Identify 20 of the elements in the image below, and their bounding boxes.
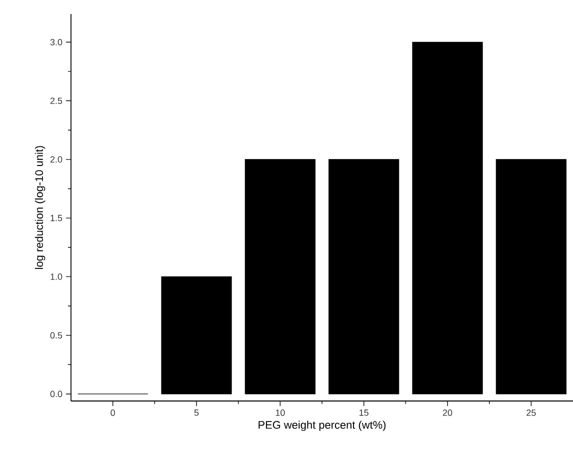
bar xyxy=(412,42,483,394)
bar xyxy=(244,159,316,394)
y-tick-label: 0.5 xyxy=(50,332,62,339)
bar xyxy=(328,159,400,394)
x-axis-title: PEG weight percent (wt%) xyxy=(258,420,386,431)
x-tick-label: 0 xyxy=(110,410,115,416)
x-tick-label: 20 xyxy=(442,410,452,416)
bar xyxy=(496,159,566,394)
bar xyxy=(161,276,232,394)
y-axis-title: log reduction (log-10 unit) xyxy=(34,146,46,269)
y-tick-label: 3.0 xyxy=(50,38,62,46)
y-tick-label: 2.5 xyxy=(50,98,62,104)
x-tick-label: 5 xyxy=(194,410,199,416)
y-tick-label: 2.0 xyxy=(50,156,62,163)
y-tick-label: 1.0 xyxy=(50,274,62,280)
y-tick-label: 0.0 xyxy=(50,390,62,398)
x-tick-label: 15 xyxy=(360,410,368,416)
x-tick-label: 10 xyxy=(276,410,285,416)
x-tick-label: 25 xyxy=(526,410,536,416)
y-tick-label: 1.5 xyxy=(50,214,62,222)
